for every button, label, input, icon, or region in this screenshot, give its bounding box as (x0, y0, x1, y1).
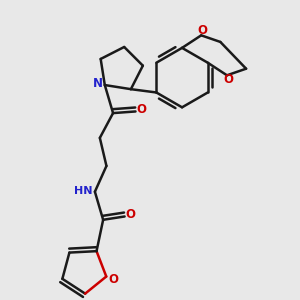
Text: O: O (136, 103, 146, 116)
Text: O: O (126, 208, 136, 221)
Text: O: O (198, 24, 208, 37)
Text: N: N (92, 77, 103, 90)
Text: HN: HN (74, 186, 93, 196)
Text: O: O (109, 273, 118, 286)
Text: O: O (224, 74, 234, 86)
